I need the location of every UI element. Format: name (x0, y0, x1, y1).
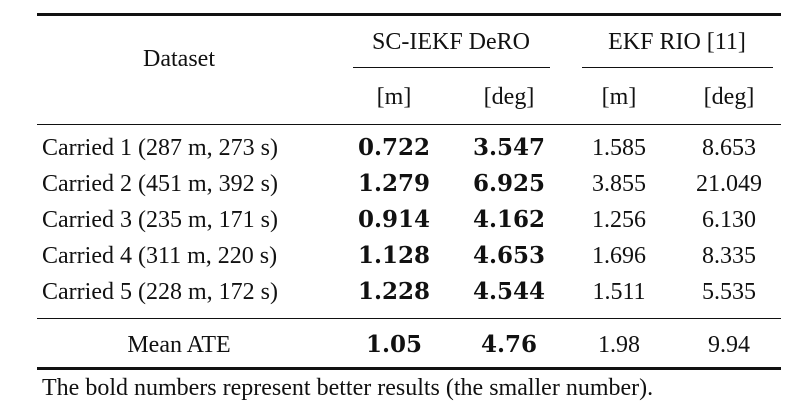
table-cell: 1.585 (592, 135, 646, 161)
header-unit: [deg] (703, 84, 755, 110)
header-unit: [deg] (483, 84, 535, 110)
table-cell: 0.914 (357, 206, 431, 233)
header-unit: [m] (376, 84, 412, 110)
row-label: Carried 4 (311 m, 220 s) (42, 243, 278, 269)
header-group-scekf: SC-IEKF DeRO (371, 29, 531, 55)
group-rule-scekf (353, 67, 550, 68)
row-label: Carried 5 (228 m, 172 s) (42, 279, 278, 305)
table-cell: 4.653 (472, 242, 546, 269)
table-cell: 21.049 (696, 171, 762, 197)
group-rule-ekf (582, 67, 773, 68)
table-cell: 8.653 (702, 135, 756, 161)
table-cell: 0.722 (357, 134, 431, 161)
mean-label: Mean ATE (127, 332, 231, 358)
mean-cell: 9.94 (708, 332, 750, 358)
table-caption: The bold numbers represent better result… (42, 375, 654, 401)
header-unit: [m] (601, 84, 637, 110)
table-cell: 1.279 (357, 170, 431, 197)
row-label: Carried 1 (287 m, 273 s) (42, 135, 278, 161)
mean-cell: 1.05 (365, 331, 423, 358)
header-dataset: Dataset (143, 46, 215, 72)
header-group-ekf: EKF RIO [11] (608, 29, 746, 55)
table-cell: 1.128 (357, 242, 431, 269)
table-cell: 4.544 (472, 278, 546, 305)
header-rule (37, 124, 781, 125)
table-cell: 3.855 (592, 171, 646, 197)
table-cell: 1.228 (357, 278, 431, 305)
table-cell: 4.162 (472, 206, 546, 233)
table-cell: 8.335 (702, 243, 756, 269)
table-cell: 1.511 (592, 279, 646, 305)
mean-rule (37, 318, 781, 319)
bottom-rule (37, 367, 781, 370)
mean-cell: 4.76 (480, 331, 538, 358)
row-label: Carried 3 (235 m, 171 s) (42, 207, 278, 233)
top-rule (37, 13, 781, 16)
table-cell: 1.696 (592, 243, 646, 269)
table-cell: 1.256 (592, 207, 646, 233)
row-label: Carried 2 (451 m, 392 s) (42, 171, 278, 197)
table-cell: 6.925 (472, 170, 546, 197)
table-cell: 5.535 (702, 279, 756, 305)
table-cell: 3.547 (472, 134, 546, 161)
table-cell: 6.130 (702, 207, 756, 233)
mean-cell: 1.98 (598, 332, 640, 358)
